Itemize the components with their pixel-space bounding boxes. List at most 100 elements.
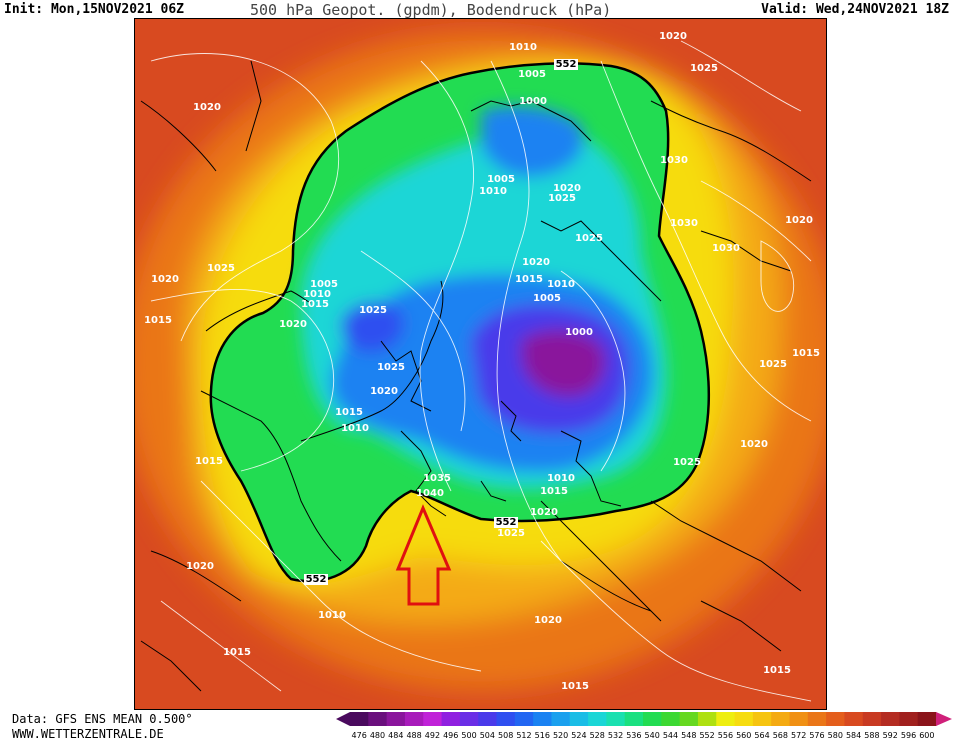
isobar-label: 1010 xyxy=(547,279,575,290)
legend-tick-label: 552 xyxy=(699,731,714,740)
legend-swatch xyxy=(826,712,845,726)
isobar-label: 1020 xyxy=(193,102,221,113)
legend-tick-label: 600 xyxy=(919,731,934,740)
contour-label-bg xyxy=(494,517,518,528)
legend-swatch xyxy=(606,712,626,726)
coastlines xyxy=(140,60,812,692)
legend-tick-label: 592 xyxy=(883,731,898,740)
isobar-label: 1025 xyxy=(497,528,525,539)
contour-label-552: 552 xyxy=(306,574,327,585)
isobar-label: 1020 xyxy=(279,319,307,330)
legend-swatch xyxy=(716,712,736,726)
legend-tick-label: 504 xyxy=(480,731,495,740)
legend-tick-label: 576 xyxy=(809,731,824,740)
isobar-label: 1025 xyxy=(759,359,787,370)
legend-tick-label: 588 xyxy=(864,731,879,740)
legend-swatch xyxy=(807,712,827,726)
legend-arrow-left xyxy=(336,712,350,726)
geopotential-field xyxy=(135,19,826,709)
isobar-label: 1020 xyxy=(522,257,550,268)
isobar-label: 1015 xyxy=(223,647,251,658)
legend-tick-label: 508 xyxy=(498,731,513,740)
isobar-label: 1020 xyxy=(370,386,398,397)
isobar-label: 1010 xyxy=(509,42,537,53)
legend-tick-label: 596 xyxy=(901,731,916,740)
data-source: Data: GFS ENS MEAN 0.500° xyxy=(12,712,193,726)
contour-label-552: 552 xyxy=(556,59,577,70)
isobar-label: 1010 xyxy=(318,610,346,621)
legend-tick-label: 480 xyxy=(370,731,385,740)
isobar-label: 1025 xyxy=(207,263,235,274)
legend-swatch xyxy=(661,712,681,726)
isobar-label: 1015 xyxy=(335,407,363,418)
isobar-label: 1035 xyxy=(423,473,451,484)
legend-tick-label: 572 xyxy=(791,731,806,740)
isobar-label: 1030 xyxy=(670,218,698,229)
legend-tick-label: 544 xyxy=(663,731,678,740)
legend-tick-label: 560 xyxy=(736,731,751,740)
legend-swatch xyxy=(478,712,497,726)
legend-swatch xyxy=(679,712,699,726)
isobar-label: 1005 xyxy=(310,279,338,290)
legend-tick-label: 584 xyxy=(846,731,861,740)
legend-tick-label: 564 xyxy=(754,731,769,740)
isobar-label: 1025 xyxy=(377,362,405,373)
isobar-label: 1030 xyxy=(712,243,740,254)
legend-swatch xyxy=(771,712,790,726)
legend-tick-label: 524 xyxy=(571,731,586,740)
legend-tick-label: 568 xyxy=(773,731,788,740)
legend-swatch xyxy=(404,712,424,726)
legend-swatch xyxy=(917,712,937,726)
legend-swatch xyxy=(881,712,900,726)
init-time: Init: Mon,15NOV2021 06Z xyxy=(4,2,185,17)
legend-tick-label: 516 xyxy=(535,731,550,740)
legend-tick-label: 520 xyxy=(553,731,568,740)
legend-tick-label: 540 xyxy=(645,731,660,740)
legend-tick-label: 580 xyxy=(828,731,843,740)
website-url[interactable]: WWW.WETTERZENTRALE.DE xyxy=(12,727,164,741)
isobar-label: 1000 xyxy=(519,96,547,107)
legend-swatch xyxy=(789,712,809,726)
legend-swatch xyxy=(514,712,534,726)
legend-swatch xyxy=(862,712,882,726)
contour-label-552: 552 xyxy=(496,517,517,528)
legend-tick-label: 528 xyxy=(590,731,605,740)
valid-time: Valid: Wed,24NOV2021 18Z xyxy=(761,2,949,17)
legend-tick-label: 532 xyxy=(608,731,623,740)
legend-tick-label: 556 xyxy=(718,731,733,740)
isobars xyxy=(150,40,812,702)
legend-swatch xyxy=(496,712,516,726)
isobar-label: 1025 xyxy=(575,233,603,244)
legend-arrow-right xyxy=(936,712,952,726)
legend-swatch xyxy=(350,712,369,726)
isobar-label: 1015 xyxy=(301,299,329,310)
legend-tick-label: 484 xyxy=(388,731,403,740)
contour-label-bg xyxy=(304,574,328,585)
isobar-label: 1000 xyxy=(565,327,593,338)
pressure-labels: 1010 552 1020 1005 1025 1000 1020 1030 1005 1010 1… xyxy=(144,31,820,692)
arrow-annotation xyxy=(395,504,452,606)
color-legend: 476 480 484 488 492 496 500 504 508 512 516 520 524 5… xyxy=(336,712,952,740)
color-legend-ticks: 476 480 484 488 492 496 500 504 508 512 516 520 524 5… xyxy=(352,731,935,740)
legend-tick-label: 548 xyxy=(681,731,696,740)
legend-swatch xyxy=(624,712,644,726)
weather-map: 1010 552 1020 1005 1025 1000 1020 1030 1005 1010 1… xyxy=(134,18,827,710)
legend-swatch xyxy=(844,712,864,726)
isobar-label: 1010 xyxy=(341,423,369,434)
legend-tick-label: 500 xyxy=(461,731,476,740)
legend-swatch xyxy=(643,712,662,726)
isobar-label: 1005 xyxy=(533,293,561,304)
legend-tick-label: 536 xyxy=(626,731,641,740)
legend-swatch xyxy=(368,712,388,726)
legend-swatch xyxy=(697,712,717,726)
legend-swatch xyxy=(386,712,406,726)
legend-swatch xyxy=(588,712,607,726)
legend-tick-label: 488 xyxy=(406,731,421,740)
legend-tick-label: 492 xyxy=(425,731,440,740)
legend-tick-label: 496 xyxy=(443,731,458,740)
isobar-label: 1030 xyxy=(660,155,688,166)
color-legend-cells xyxy=(336,712,952,726)
legend-tick-label: 476 xyxy=(352,731,367,740)
isobar-label: 1020 xyxy=(530,507,558,518)
isobar-label: 1015 xyxy=(515,274,543,285)
